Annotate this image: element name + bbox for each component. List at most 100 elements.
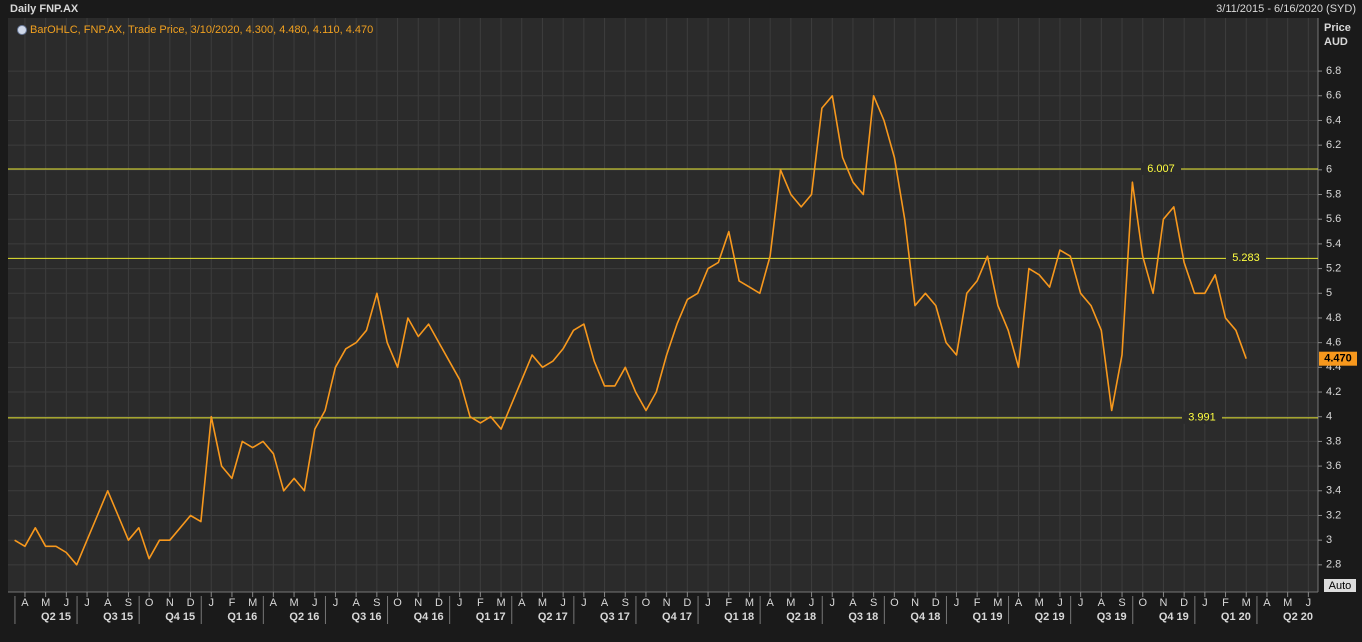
x-tick-label: S (1118, 597, 1125, 609)
y-tick-label: 5.8 (1326, 188, 1341, 200)
x-tick-label: M (496, 597, 505, 609)
quarter-label: Q1 17 (476, 611, 506, 623)
y-tick-label: 4.6 (1326, 337, 1341, 349)
x-tick-label: M (1283, 597, 1292, 609)
y-tick-label: 4.8 (1326, 312, 1341, 324)
x-tick-label: F (477, 597, 484, 609)
quarter-label: Q2 18 (786, 611, 816, 623)
x-tick-label: J (705, 597, 711, 609)
quarter-label: Q1 16 (227, 611, 257, 623)
y-tick-label: 6.6 (1326, 90, 1341, 102)
x-tick-label: D (187, 597, 195, 609)
reference-label: 6.007 (1147, 163, 1175, 175)
y-tick-label: 3.8 (1326, 435, 1341, 447)
reference-label-bg (1182, 411, 1222, 424)
quarter-label: Q2 17 (538, 611, 568, 623)
x-tick-label: M (786, 597, 795, 609)
quarter-label: Q2 20 (1283, 611, 1313, 623)
x-tick-label: N (1159, 597, 1167, 609)
y-tick-label: 6.2 (1326, 139, 1341, 151)
x-tick-label: A (849, 597, 857, 609)
x-tick-label: D (435, 597, 443, 609)
y-axis-unit: AUD (1324, 36, 1348, 48)
reference-label-bg (1141, 162, 1181, 175)
quarter-label: Q1 18 (724, 611, 754, 623)
y-tick-label: 6 (1326, 164, 1332, 176)
quarter-label: Q3 19 (1097, 611, 1127, 623)
y-tick-label: 3.2 (1326, 509, 1341, 521)
x-tick-label: A (352, 597, 360, 609)
x-tick-label: M (993, 597, 1002, 609)
x-tick-label: A (1098, 597, 1106, 609)
y-tick-label: 5 (1326, 287, 1332, 299)
x-tick-label: N (911, 597, 919, 609)
x-tick-label: A (270, 597, 278, 609)
x-tick-label: J (209, 597, 215, 609)
x-tick-label: M (1035, 597, 1044, 609)
price-line (14, 95, 1247, 566)
quarter-label: Q2 19 (1035, 611, 1065, 623)
x-tick-label: A (766, 597, 774, 609)
y-tick-label: 5.6 (1326, 213, 1341, 225)
x-tick-label: D (683, 597, 691, 609)
quarter-label: Q4 18 (910, 611, 940, 623)
chart-title: Daily FNP.AX (10, 3, 79, 15)
y-tick-label: 3.4 (1326, 485, 1341, 497)
x-tick-label: J (457, 597, 463, 609)
x-tick-label: A (1263, 597, 1271, 609)
legend-text: BarOHLC, FNP.AX, Trade Price, 3/10/2020,… (30, 24, 373, 36)
quarter-label: Q2 15 (41, 611, 71, 623)
y-tick-label: 6.4 (1326, 114, 1341, 126)
x-tick-label: M (745, 597, 754, 609)
x-tick-label: J (809, 597, 815, 609)
x-tick-label: O (890, 597, 899, 609)
x-tick-label: J (333, 597, 339, 609)
x-tick-label: N (663, 597, 671, 609)
last-price-badge (1319, 351, 1357, 366)
x-tick-label: D (932, 597, 940, 609)
x-tick-label: M (289, 597, 298, 609)
quarter-label: Q3 16 (352, 611, 382, 623)
y-tick-label: 4.2 (1326, 386, 1341, 398)
y-tick-label: 2.8 (1326, 559, 1341, 571)
reference-label: 5.283 (1232, 252, 1260, 264)
last-price-label: 4.470 (1324, 353, 1352, 365)
x-tick-label: F (725, 597, 732, 609)
auto-label[interactable]: Auto (1329, 580, 1352, 592)
quarter-label: Q3 15 (103, 611, 133, 623)
x-tick-label: J (1202, 597, 1208, 609)
x-tick-label: D (1180, 597, 1188, 609)
quarter-label: Q2 16 (289, 611, 319, 623)
y-tick-label: 6.8 (1326, 65, 1341, 77)
x-tick-label: J (560, 597, 566, 609)
x-tick-label: A (21, 597, 29, 609)
x-tick-label: O (642, 597, 651, 609)
reference-label: 3.991 (1188, 412, 1216, 424)
plot-area (8, 18, 1318, 592)
x-tick-label: J (830, 597, 836, 609)
x-tick-label: A (601, 597, 609, 609)
x-tick-label: N (414, 597, 422, 609)
x-tick-label: O (393, 597, 402, 609)
x-tick-label: J (84, 597, 90, 609)
x-tick-label: J (1306, 597, 1312, 609)
quarter-label: Q4 15 (165, 611, 195, 623)
x-tick-label: M (41, 597, 50, 609)
x-tick-label: A (518, 597, 526, 609)
quarter-label: Q4 19 (1159, 611, 1189, 623)
x-tick-label: N (166, 597, 174, 609)
x-tick-label: S (870, 597, 877, 609)
quarter-label: Q3 17 (600, 611, 630, 623)
reference-label-bg (1226, 252, 1266, 265)
x-tick-label: A (104, 597, 112, 609)
x-tick-label: S (125, 597, 132, 609)
quarter-label: Q1 20 (1221, 611, 1251, 623)
x-tick-label: J (1057, 597, 1063, 609)
x-tick-label: M (248, 597, 257, 609)
y-axis-label: Price (1324, 22, 1351, 34)
y-tick-label: 4 (1326, 411, 1332, 423)
auto-button[interactable] (1324, 579, 1356, 592)
y-tick-label: 5.4 (1326, 238, 1341, 250)
x-tick-label: J (1078, 597, 1084, 609)
